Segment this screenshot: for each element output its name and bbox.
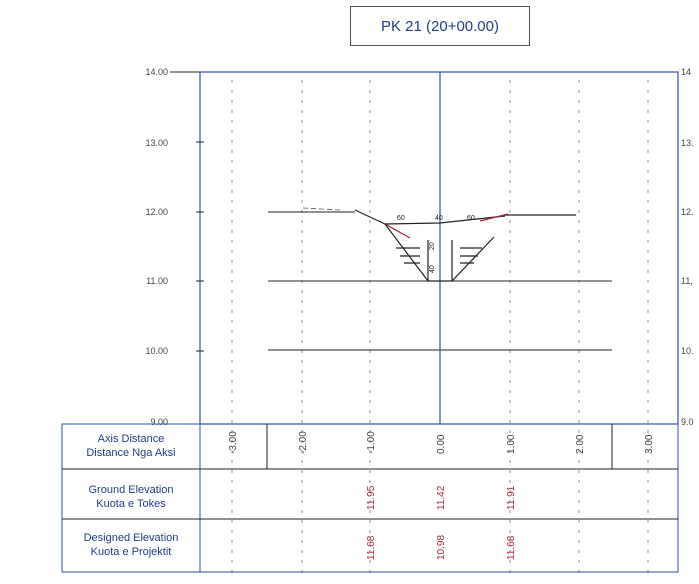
vertical-gridlines [231, 80, 649, 575]
axis-distance-value: 0.00 [436, 434, 447, 454]
y-tick-14: 14.00 [145, 67, 168, 77]
designed-elevation-values: 11.68 10.98 11.68 [366, 535, 517, 560]
row-label-ground-elevation-al: Kuota e Tokes [96, 498, 166, 510]
row-label-axis-distance-al: Distance Nga Aksi [86, 447, 175, 459]
axis-distance-value: 1.00 [506, 434, 517, 454]
axis-distance-value: 2.00 [575, 434, 586, 454]
y-tick-right-11: 11, [681, 276, 693, 286]
axis-distance-value: 3.00 [644, 434, 655, 454]
y-tick-right-13: 13. [681, 138, 694, 148]
y-tick-right-12: 12. [681, 207, 694, 217]
dimension-labels: 60 40 60 20 40 [397, 215, 475, 273]
ground-line [302, 207, 576, 239]
y-tick-10: 10.00 [145, 346, 168, 356]
designed-elevation-value: 10.98 [436, 535, 447, 560]
row-label-ground-elevation: Ground Elevation [89, 484, 174, 496]
ground-elevation-value: 11.91 [506, 485, 517, 510]
table-row-labels: Axis Distance Distance Nga Aksi Ground E… [84, 433, 179, 558]
dim-label-20: 20 [429, 242, 436, 250]
ground-elevation-value: 11.95 [366, 485, 377, 510]
y-tick-12: 12.00 [145, 207, 168, 217]
channel-profile [384, 223, 495, 282]
row-label-designed-elevation: Designed Elevation [84, 532, 179, 544]
dim-label-60-left: 60 [397, 215, 405, 222]
y-tick-right-9: 9.0 [681, 417, 694, 427]
dim-label-60-right: 60 [467, 215, 475, 222]
designed-elevation-value: 11.68 [366, 535, 377, 560]
dim-label-40-vertical: 40 [429, 265, 436, 273]
ground-elevation-values: 11.95 11.42 11.91 [366, 485, 517, 510]
y-tick-right-14: 14 [681, 67, 691, 77]
right-y-axis: 14 13. 12. 11, 10. 9.0 [681, 67, 694, 427]
dim-label-40: 40 [435, 215, 443, 222]
y-tick-11: 11.00 [146, 276, 168, 286]
row-label-designed-elevation-al: Kuota e Projektit [91, 546, 172, 558]
axis-distance-value: -2.00 [298, 431, 309, 454]
axis-distance-values: -3.00 -2.00 -1.00 0.00 1.00 2.00 3.00 [228, 431, 655, 454]
data-table-frame [61, 423, 679, 573]
left-y-axis: 14.00 13.00 12.00 11.00 10.00 9.00 [145, 67, 204, 427]
y-tick-9: 9.00 [150, 417, 168, 427]
axis-distance-value: -1.00 [366, 431, 377, 454]
section-title: PK 21 (20+00.00) [350, 6, 530, 46]
y-tick-13: 13.00 [145, 138, 168, 148]
designed-elevation-value: 11.68 [506, 535, 517, 560]
row-label-axis-distance: Axis Distance [98, 433, 165, 445]
y-tick-right-10: 10. [681, 346, 694, 356]
axis-distance-value: -3.00 [228, 431, 239, 454]
plot-frame [199, 71, 679, 425]
ground-elevation-value: 11.42 [436, 485, 447, 510]
